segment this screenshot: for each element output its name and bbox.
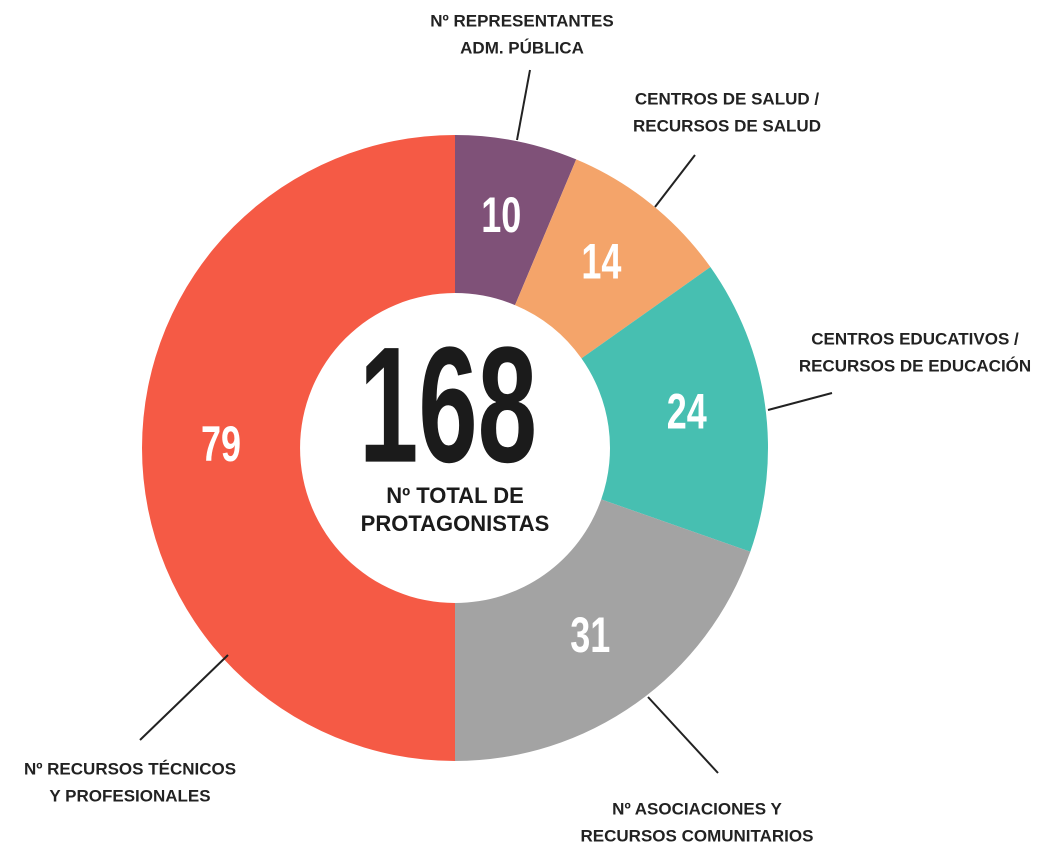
leader-line <box>654 154 696 208</box>
value-label: 79 <box>201 418 241 473</box>
donut-segment <box>515 159 711 359</box>
category-label: Y PROFESIONALES <box>49 786 210 805</box>
category-label: RECURSOS DE EDUCACIÓN <box>799 356 1031 375</box>
donut-segment <box>455 499 751 761</box>
leader-line <box>516 69 531 141</box>
category-label: CENTROS EDUCATIVOS / <box>811 329 1019 348</box>
value-label: 14 <box>581 235 621 290</box>
category-label: ADM. PÚBLICA <box>460 38 584 57</box>
category-label: Nº RECURSOS TÉCNICOS <box>24 759 236 778</box>
center-value: 168 <box>359 313 537 497</box>
category-label: Nº REPRESENTANTES <box>430 11 613 30</box>
donut-segment <box>455 135 577 306</box>
category-label: Nº ASOCIACIONES Y <box>612 799 782 818</box>
leader-line <box>139 654 229 741</box>
donut-segment <box>142 135 455 761</box>
donut-segment <box>581 267 769 552</box>
center-label: Nº TOTAL DE <box>386 483 524 508</box>
category-label: CENTROS DE SALUD / <box>635 89 819 108</box>
leader-line <box>647 696 719 774</box>
category-label: RECURSOS COMUNITARIOS <box>581 826 814 845</box>
value-label: 31 <box>570 609 610 664</box>
value-label: 24 <box>667 385 707 440</box>
center-label: PROTAGONISTAS <box>361 511 550 536</box>
leader-line <box>767 392 833 411</box>
value-label: 10 <box>481 188 521 243</box>
category-label: RECURSOS DE SALUD <box>633 116 821 135</box>
